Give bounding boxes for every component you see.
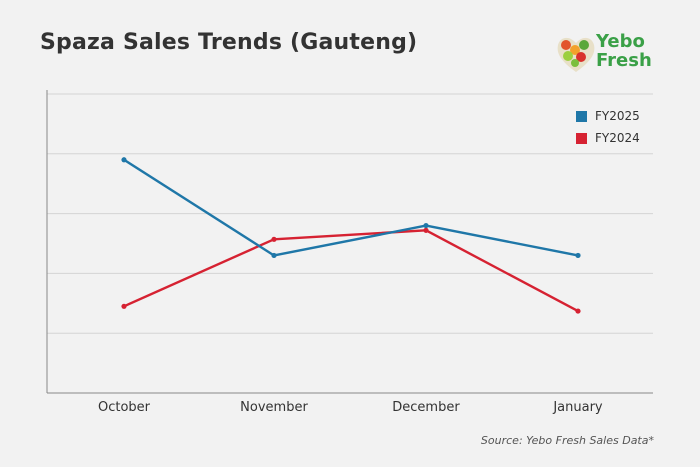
data-point-fy2024: [271, 236, 277, 242]
legend-label-fy2025: FY2025: [595, 109, 640, 123]
legend-item-fy2025: FY2025: [576, 105, 640, 127]
data-point-fy2024: [575, 308, 581, 314]
legend: FY2025 FY2024: [576, 105, 640, 149]
data-point-fy2025: [423, 222, 429, 229]
x-tick-label: October: [98, 400, 151, 415]
series-line-fy2025: [122, 158, 580, 257]
data-point-fy2025: [121, 157, 127, 163]
logo-text: Yebo Fresh: [596, 32, 652, 70]
x-tick-label: December: [392, 400, 460, 415]
source-note: Source: Yebo Fresh Sales Data*: [480, 434, 654, 447]
data-point-fy2025: [271, 252, 277, 259]
legend-item-fy2024: FY2024: [576, 127, 640, 149]
yebo-fresh-logo: Yebo Fresh: [556, 32, 656, 76]
x-tick-label: January: [552, 400, 603, 415]
legend-swatch-fy2024: [576, 132, 587, 144]
logo-line1: Yebo: [596, 31, 645, 52]
data-point-fy2024: [121, 303, 127, 309]
legend-swatch-fy2025: [576, 110, 587, 122]
logo-line2: Fresh: [596, 50, 652, 71]
heart-logo-icon: [557, 37, 595, 72]
series-line-fy2024: [122, 229, 580, 313]
legend-label-fy2024: FY2024: [595, 131, 640, 145]
data-point-fy2025: [575, 252, 581, 259]
x-tick-label: November: [240, 400, 308, 415]
data-point-fy2024: [423, 227, 429, 233]
chart-title: Spaza Sales Trends (Gauteng): [40, 30, 418, 55]
